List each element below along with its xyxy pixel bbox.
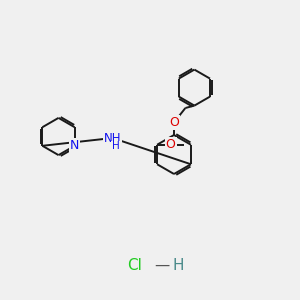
Text: N: N [70, 139, 79, 152]
Text: Cl: Cl [128, 258, 142, 273]
Text: H: H [112, 141, 120, 152]
Text: O: O [166, 138, 176, 151]
Text: H: H [173, 258, 184, 273]
Text: O: O [169, 116, 179, 129]
Text: —: — [154, 258, 169, 273]
Text: NH: NH [104, 131, 121, 145]
